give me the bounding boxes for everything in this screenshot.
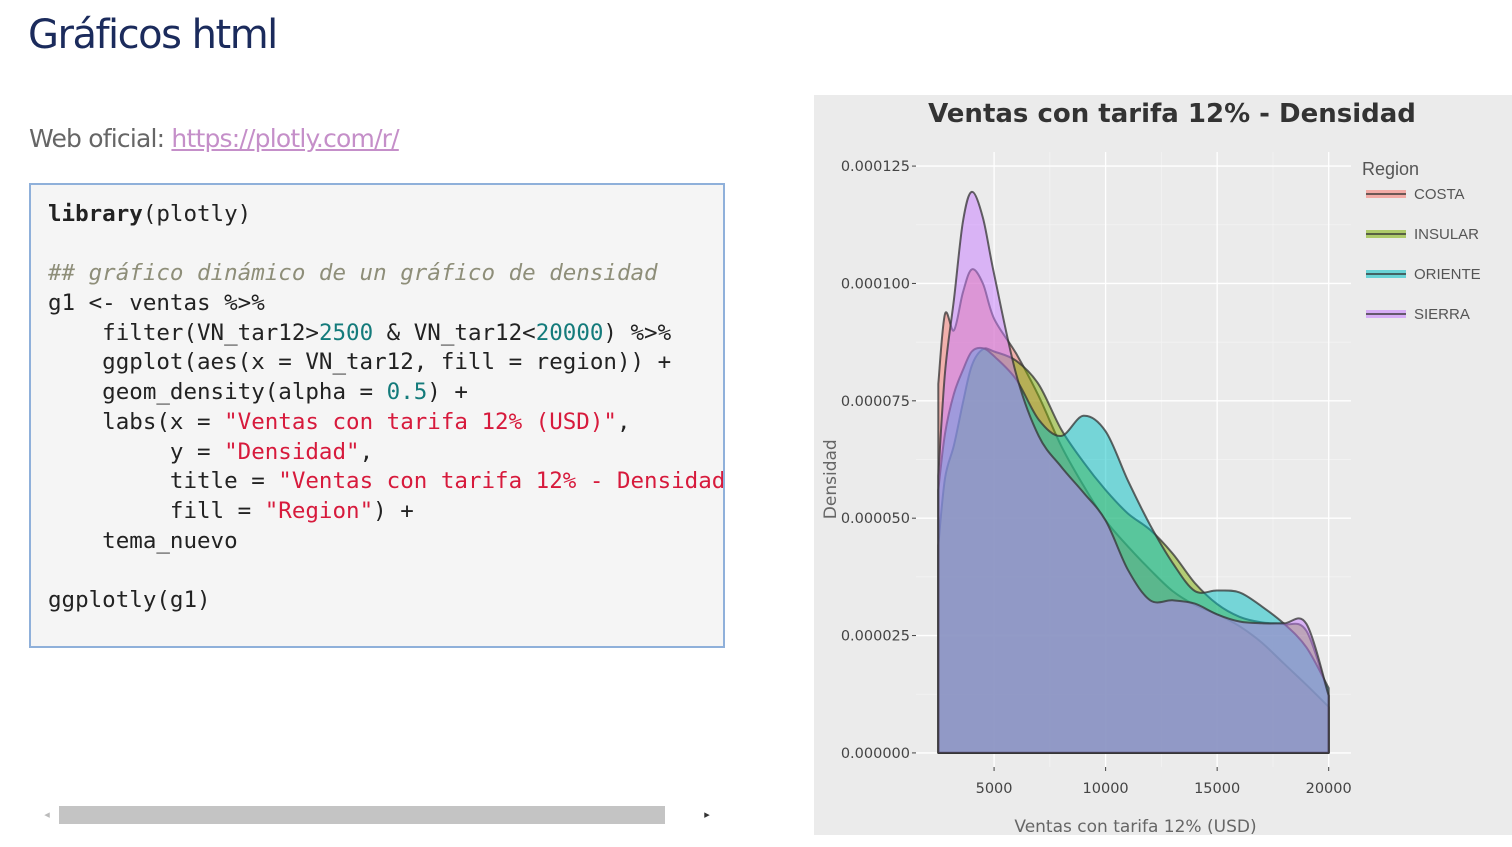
- code-token: filter(VN_tar12>: [48, 319, 319, 346]
- x-tick-label: 5000: [976, 781, 1013, 797]
- code-line: title = "Ventas con tarifa 12% - Densida…: [48, 467, 723, 497]
- page-title: Gráficos html: [28, 12, 278, 58]
- scroll-right-arrow-icon[interactable]: ▸: [704, 809, 710, 821]
- code-token: "Densidad": [224, 438, 360, 465]
- y-tick-label: 0.000050: [841, 511, 910, 527]
- code-line: [48, 556, 723, 586]
- y-tick-label: 0.000025: [841, 629, 910, 645]
- y-tick-label: 0.000125: [841, 159, 910, 175]
- plotly-link[interactable]: https://plotly.com/r/: [171, 124, 399, 153]
- code-token: ) +: [427, 379, 468, 406]
- scrollbar-thumb[interactable]: [59, 806, 665, 824]
- x-tick-label: 15000: [1194, 781, 1240, 797]
- code-block: library(plotly) ## gráfico dinámico de u…: [29, 183, 725, 824]
- code-line: geom_density(alpha = 0.5) +: [48, 378, 723, 408]
- legend-label-insular: INSULAR: [1414, 226, 1479, 243]
- code-token: "Region": [264, 497, 374, 524]
- code-token: geom_density(alpha =: [48, 379, 387, 406]
- code-token: ,: [359, 438, 374, 465]
- code-token: & VN_tar12<: [373, 319, 536, 346]
- code-token: g1 <- ventas %>%: [48, 290, 265, 317]
- y-tick-label: 0.000075: [841, 394, 910, 410]
- code-line: library(plotly): [48, 200, 723, 230]
- code-token: 20000: [535, 319, 604, 346]
- density-chart[interactable]: 5000 10000 15000 20000 0.000000 0.000025 0.000…: [814, 95, 1512, 835]
- code-line: [48, 230, 723, 260]
- code-token: (plotly): [142, 201, 252, 227]
- code-token: "Ventas con tarifa 12% (USD)": [224, 408, 617, 435]
- code-token: ) %>%: [603, 319, 672, 346]
- code-token: ## gráfico dinámico de un gráfico de den…: [48, 260, 658, 287]
- code-token: fill =: [48, 497, 265, 524]
- code-line: y = "Densidad",: [48, 438, 723, 468]
- y-tick-label: 0.000000: [841, 746, 910, 762]
- code-content: library(plotly) ## gráfico dinámico de u…: [48, 200, 723, 615]
- code-line: ## gráfico dinámico de un gráfico de den…: [48, 259, 723, 289]
- code-token: labs(x =: [48, 408, 225, 435]
- horizontal-scrollbar[interactable]: ◂ ▸: [37, 804, 717, 826]
- density-area-sierra: [937, 190, 1330, 754]
- legend-label-oriente: ORIENTE: [1414, 266, 1481, 283]
- code-token: ) +: [373, 497, 414, 524]
- code-line: g1 <- ventas %>%: [48, 289, 723, 319]
- scroll-left-arrow-icon[interactable]: ◂: [44, 809, 50, 821]
- code-token: 2500: [318, 319, 374, 346]
- legend-label-sierra: SIERRA: [1414, 306, 1470, 323]
- legend-title: Region: [1362, 159, 1419, 179]
- x-tick-label: 10000: [1083, 781, 1129, 797]
- code-line: tema_nuevo: [48, 527, 723, 557]
- code-token: ,: [616, 408, 631, 435]
- web-official-line: Web oficial: https://plotly.com/r/: [29, 124, 400, 153]
- code-line: ggplotly(g1): [48, 586, 723, 615]
- legend-label-costa: COSTA: [1414, 186, 1465, 203]
- code-token: y =: [48, 438, 225, 465]
- y-tick-label: 0.000100: [841, 276, 910, 292]
- web-official-label: Web oficial:: [29, 124, 172, 153]
- x-tick-label: 20000: [1306, 781, 1352, 797]
- code-token: "Ventas con tarifa 12% - Densidad": [278, 468, 723, 495]
- code-token: title =: [48, 468, 279, 495]
- code-token: ggplot(aes(x = VN_tar12, fill = region))…: [48, 349, 672, 376]
- chart-title: Ventas con tarifa 12% - Densidad: [928, 99, 1416, 129]
- y-axis-title: Densidad: [821, 439, 841, 519]
- code-token: ggplotly(g1): [48, 586, 211, 613]
- code-token: library: [48, 201, 143, 227]
- code-token: tema_nuevo: [48, 527, 238, 554]
- code-line: fill = "Region") +: [48, 497, 723, 527]
- x-axis-title: Ventas con tarifa 12% (USD): [1014, 817, 1256, 835]
- density-chart-svg[interactable]: 5000 10000 15000 20000 0.000000 0.000025 0.000…: [814, 95, 1512, 835]
- code-line: labs(x = "Ventas con tarifa 12% (USD)",: [48, 408, 723, 438]
- code-line: filter(VN_tar12>2500 & VN_tar12<20000) %…: [48, 319, 723, 349]
- code-line: ggplot(aes(x = VN_tar12, fill = region))…: [48, 348, 723, 378]
- code-token: 0.5: [386, 379, 428, 406]
